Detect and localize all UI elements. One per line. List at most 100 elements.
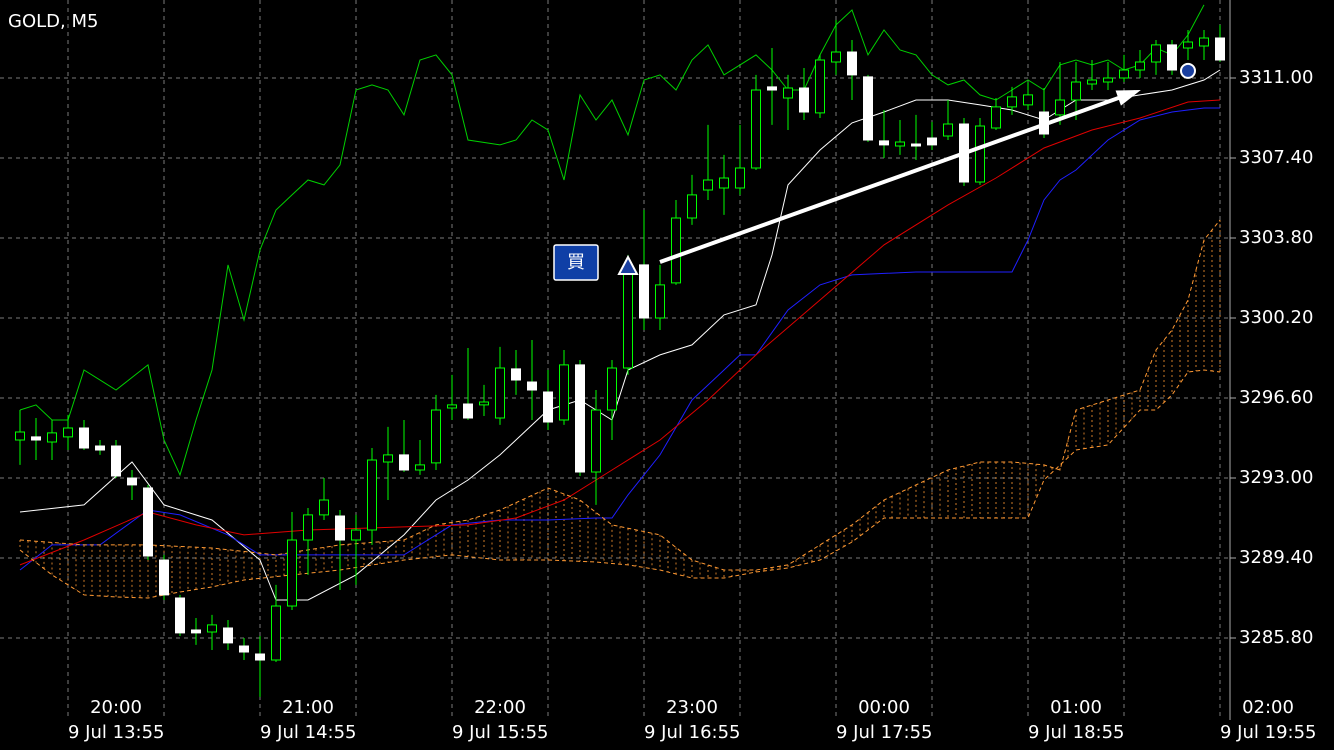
candle bbox=[1103, 62, 1113, 90]
candle-body bbox=[175, 597, 185, 634]
candle bbox=[703, 124, 713, 200]
candle-body bbox=[671, 217, 681, 284]
candle bbox=[1151, 40, 1161, 75]
candle-body bbox=[15, 431, 25, 441]
plot-area bbox=[0, 0, 1230, 720]
candle bbox=[127, 470, 137, 500]
candle-body bbox=[223, 627, 233, 644]
candle bbox=[1023, 82, 1033, 110]
candle bbox=[815, 54, 825, 118]
candle-body bbox=[207, 624, 217, 633]
candle-body bbox=[319, 499, 329, 516]
candle bbox=[447, 374, 457, 420]
candle-body bbox=[863, 76, 873, 141]
candle bbox=[191, 618, 201, 645]
y-tick-label: 3293.00 bbox=[1239, 467, 1313, 488]
candle bbox=[559, 350, 569, 425]
candle bbox=[575, 360, 585, 476]
candle bbox=[271, 584, 281, 662]
candle-body bbox=[879, 140, 889, 146]
candle-body bbox=[815, 59, 825, 114]
candle-body bbox=[271, 605, 281, 661]
candle-body bbox=[1119, 69, 1129, 79]
candle bbox=[239, 638, 249, 660]
candle bbox=[143, 484, 153, 560]
candle bbox=[911, 114, 921, 160]
buy-badge-label: 買 bbox=[567, 252, 585, 273]
candle bbox=[671, 200, 681, 285]
x2-tick-label: 21:00 bbox=[282, 697, 334, 718]
candle bbox=[1007, 86, 1017, 115]
candle-body bbox=[479, 401, 489, 406]
candle-body bbox=[943, 123, 953, 137]
indicator-line bbox=[19, 219, 1221, 571]
candle bbox=[639, 210, 649, 330]
candle bbox=[383, 426, 393, 500]
candle-body bbox=[847, 51, 857, 76]
candle bbox=[735, 124, 745, 195]
candle-body bbox=[655, 284, 665, 319]
candle-body bbox=[495, 367, 505, 419]
candle-body bbox=[783, 87, 793, 99]
candle-body bbox=[415, 464, 425, 471]
candle bbox=[63, 414, 73, 450]
candle bbox=[927, 122, 937, 150]
candle bbox=[399, 420, 409, 472]
candle-body bbox=[159, 559, 169, 596]
y-tick-label: 3296.60 bbox=[1239, 387, 1313, 408]
candle bbox=[207, 614, 217, 650]
chart-title: GOLD, M5 bbox=[8, 11, 98, 32]
candle bbox=[511, 350, 521, 395]
candle bbox=[975, 118, 985, 185]
x-tick-label: 9 Jul 17:55 bbox=[836, 722, 933, 743]
candle-body bbox=[511, 368, 521, 381]
candle-body bbox=[255, 653, 265, 661]
x-tick-label: 9 Jul 16:55 bbox=[644, 722, 741, 743]
candle bbox=[591, 390, 601, 505]
candle bbox=[1215, 24, 1225, 62]
candle-body bbox=[687, 194, 697, 219]
candle-body bbox=[1167, 44, 1177, 71]
candle-body bbox=[575, 364, 585, 473]
candle bbox=[655, 264, 665, 330]
candle-body bbox=[31, 436, 41, 441]
candle-body bbox=[751, 89, 761, 169]
y-tick-label: 3289.40 bbox=[1239, 547, 1313, 568]
x2-tick-label: 22:00 bbox=[474, 697, 526, 718]
candle-body bbox=[543, 391, 553, 423]
y-tick-label: 3303.80 bbox=[1239, 227, 1313, 248]
candle bbox=[1167, 40, 1177, 75]
x-tick-label: 9 Jul 15:55 bbox=[452, 722, 549, 743]
candle-body bbox=[607, 367, 617, 411]
candle bbox=[47, 420, 57, 460]
candle-body bbox=[447, 404, 457, 409]
candle bbox=[543, 370, 553, 430]
candle bbox=[303, 508, 313, 575]
candle bbox=[223, 620, 233, 650]
candle bbox=[1199, 30, 1209, 60]
x-tick-label: 9 Jul 18:55 bbox=[1028, 722, 1125, 743]
x-tick-label: 9 Jul 14:55 bbox=[260, 722, 357, 743]
candle-body bbox=[1071, 81, 1081, 101]
candle-body bbox=[1183, 41, 1193, 49]
candle bbox=[719, 154, 729, 215]
candle-body bbox=[239, 645, 249, 653]
candle bbox=[895, 120, 905, 155]
candle bbox=[863, 74, 873, 142]
candle bbox=[1119, 54, 1129, 82]
candle bbox=[991, 98, 1001, 130]
x2-tick-label: 02:00 bbox=[1242, 697, 1294, 718]
x2-tick-label: 23:00 bbox=[666, 697, 718, 718]
candle-body bbox=[1215, 37, 1225, 61]
candle-body bbox=[303, 514, 313, 541]
candle bbox=[687, 174, 697, 225]
candle-body bbox=[639, 264, 649, 319]
x2-tick-label: 00:00 bbox=[858, 697, 910, 718]
candle bbox=[255, 636, 265, 697]
candle-body bbox=[383, 454, 393, 463]
candle-body bbox=[111, 445, 121, 477]
trend-arrow-head bbox=[1115, 89, 1141, 106]
candle bbox=[463, 348, 473, 420]
x2-tick-label: 01:00 bbox=[1050, 697, 1102, 718]
